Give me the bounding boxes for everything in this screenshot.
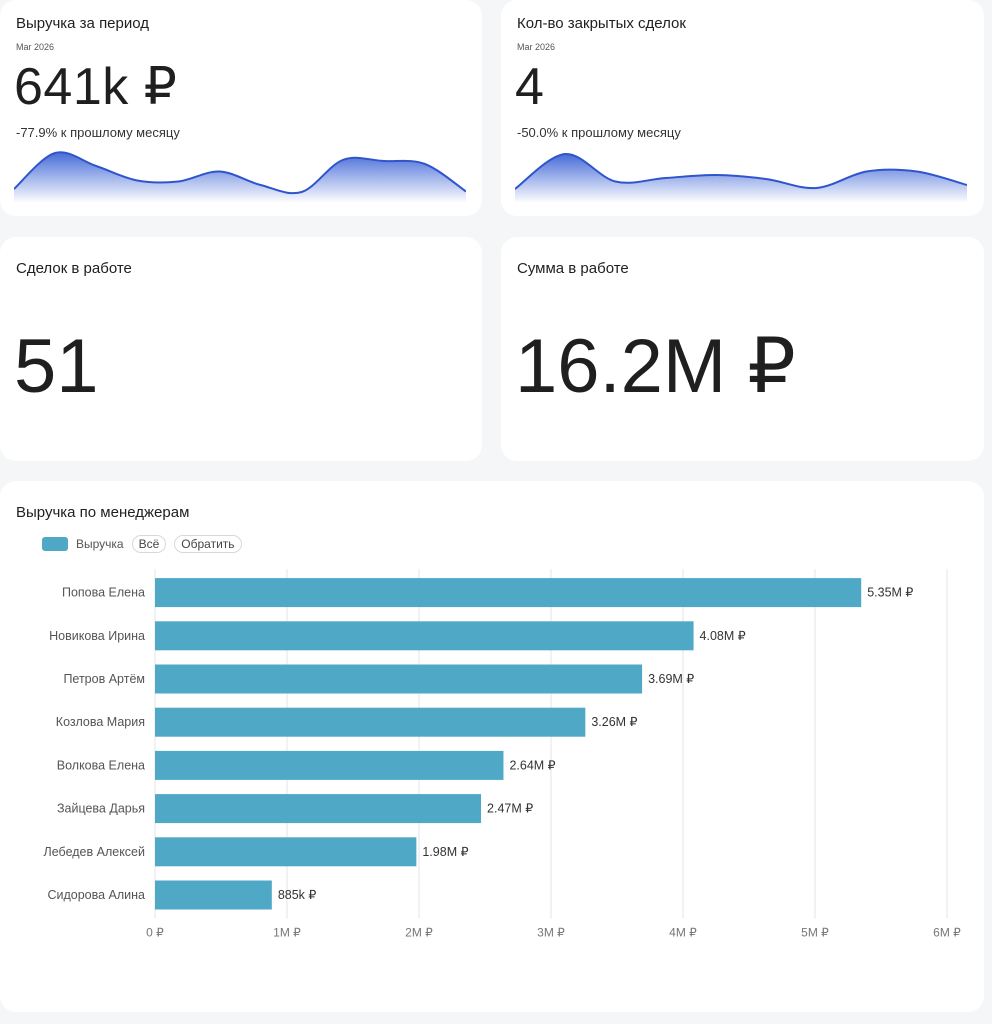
x-tick-label: 6M ₽ <box>933 926 961 940</box>
revenue-change: -77.9% к прошлому месяцу <box>16 125 180 140</box>
bar[interactable] <box>155 578 862 608</box>
category-label: Лебедев Алексей <box>44 845 145 859</box>
category-label: Козлова Мария <box>56 715 145 729</box>
bar[interactable] <box>155 621 694 651</box>
sum-in-work-title: Сумма в работе <box>517 260 629 277</box>
legend-series-label[interactable]: Выручка <box>76 537 124 551</box>
bar[interactable] <box>155 837 417 867</box>
bar-value-label: 3.26M ₽ <box>591 715 637 729</box>
bar[interactable] <box>155 750 504 780</box>
revenue-value: 641k ₽ <box>14 58 178 116</box>
managers-bar-chart: 0 ₽ 1M ₽ 2M ₽ 3M ₽ 4M ₽ 5M ₽ 6M ₽ Попова Елена 5… <box>44 569 961 940</box>
deals-in-work-title: Сделок в работе <box>16 260 132 277</box>
deals-in-work-card: Сделок в работе 51 <box>0 237 482 461</box>
closed-deals-date: Mar 2026 <box>517 42 556 52</box>
closed-deals-change: -50.0% к прошлому месяцу <box>517 125 681 140</box>
deals-in-work-value: 51 <box>14 324 99 409</box>
x-tick-label: 4M ₽ <box>669 926 697 940</box>
closed-deals-sparkline <box>515 152 967 202</box>
category-label: Волкова Елена <box>57 758 145 772</box>
closed-deals-value: 4 <box>515 58 545 116</box>
category-label: Новикова Ирина <box>49 629 145 643</box>
bar[interactable] <box>155 880 272 910</box>
closed-deals-card: Кол-во закрытых сделок Mar 2026 4 -50.0%… <box>501 0 984 216</box>
bar-value-label: 2.47M ₽ <box>487 802 533 816</box>
x-tick-label: 3M ₽ <box>537 926 565 940</box>
category-label: Петров Артём <box>63 672 145 686</box>
sparkline-area <box>14 152 466 202</box>
bar[interactable] <box>155 794 482 824</box>
bar-value-label: 3.69M ₽ <box>648 672 694 686</box>
chart-legend: Выручка Всё Обратить <box>42 535 242 553</box>
bar-value-label: 885k ₽ <box>278 888 317 902</box>
sparkline-line <box>515 152 967 190</box>
x-tick-label: 0 ₽ <box>146 926 164 940</box>
revenue-sparkline <box>14 151 466 202</box>
revenue-card-date: Mar 2026 <box>16 42 55 52</box>
x-tick-label: 5M ₽ <box>801 926 829 940</box>
legend-swatch[interactable] <box>42 537 68 551</box>
bar[interactable] <box>155 664 643 694</box>
category-label: Попова Елена <box>62 586 145 600</box>
revenue-card: Выручка за период Mar 2026 641k ₽ -77.9%… <box>0 0 482 216</box>
sum-in-work-card: Сумма в работе 16.2M ₽ <box>501 237 984 461</box>
managers-chart-title: Выручка по менеджерам <box>16 504 190 521</box>
sparkline-line <box>14 151 466 195</box>
closed-deals-title: Кол-во закрытых сделок <box>517 15 686 32</box>
x-tick-label: 2M ₽ <box>405 926 433 940</box>
revenue-card-title: Выручка за период <box>16 15 150 32</box>
bar-value-label: 2.64M ₽ <box>509 758 555 772</box>
bar-value-label: 5.35M ₽ <box>867 586 913 600</box>
legend-invert-button[interactable]: Обратить <box>174 535 242 553</box>
bar[interactable] <box>155 707 586 737</box>
category-label: Зайцева Дарья <box>57 802 145 816</box>
bar-value-label: 4.08M ₽ <box>700 629 746 643</box>
x-tick-label: 1M ₽ <box>273 926 301 940</box>
category-label: Сидорова Алина <box>47 888 145 902</box>
sum-in-work-value: 16.2M ₽ <box>515 324 796 409</box>
managers-chart-card: 0 ₽ 1M ₽ 2M ₽ 3M ₽ 4M ₽ 5M ₽ 6M ₽ Попова Елена 5… <box>0 481 984 1012</box>
legend-select-all-button[interactable]: Всё <box>131 535 167 553</box>
bar-value-label: 1.98M ₽ <box>422 845 468 859</box>
sparkline-area <box>515 153 967 202</box>
